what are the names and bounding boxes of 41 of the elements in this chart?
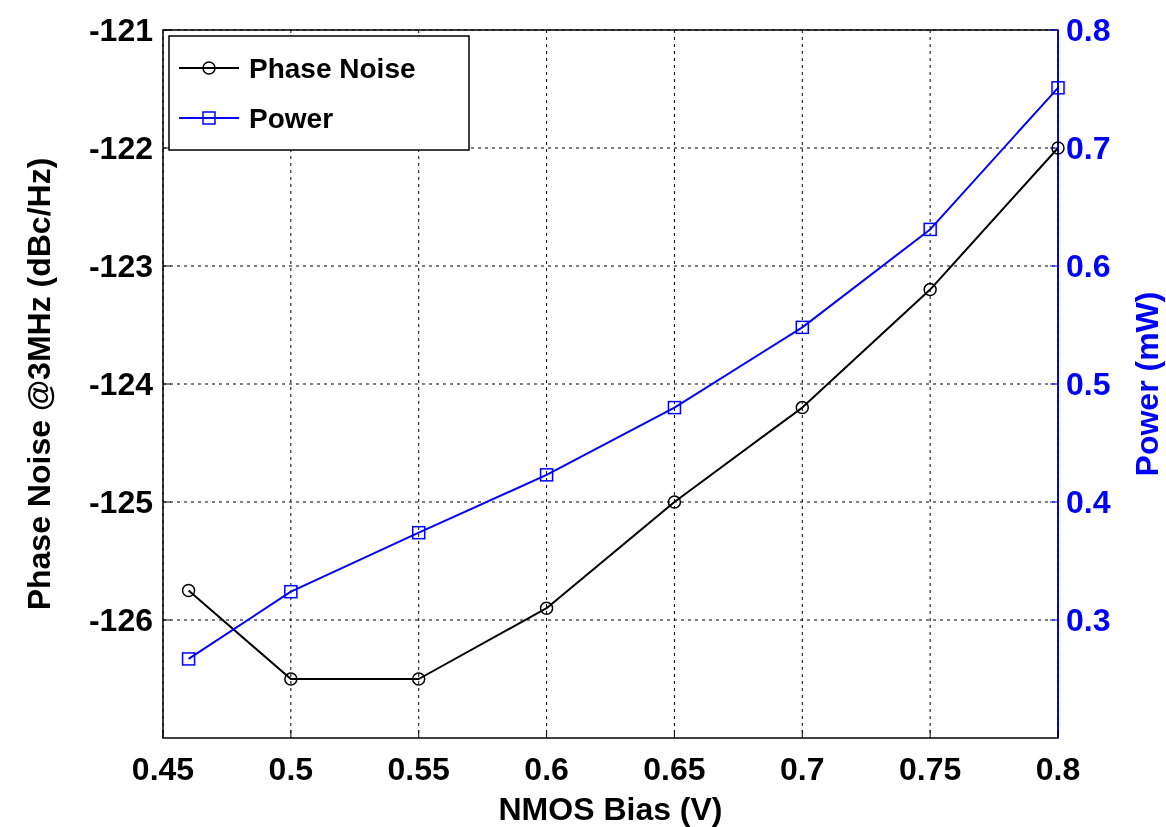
point: [181, 583, 196, 598]
point: [795, 320, 810, 335]
y2-tick-label: 0.6: [1066, 248, 1111, 284]
point: [923, 282, 937, 297]
y-tick-label: -122: [88, 130, 153, 166]
x-tick-label: 0.7: [780, 751, 825, 787]
point: [923, 222, 937, 237]
point: [284, 672, 298, 686]
y-tick-label: -124: [88, 366, 154, 402]
x-axis-title: NMOS Bias (V): [498, 791, 723, 827]
point: [795, 400, 810, 415]
y2-tick-label: 0.5: [1066, 366, 1111, 402]
x-tick-label: 0.6: [524, 751, 569, 787]
point: [181, 652, 196, 666]
legend-label: Phase Noise: [249, 53, 416, 84]
y2-tick-label: 0.3: [1066, 602, 1111, 638]
point: [539, 468, 554, 482]
point: [667, 495, 682, 509]
point: [1051, 81, 1065, 95]
point: [539, 601, 554, 615]
y-tick-label: -121: [88, 12, 153, 48]
y2-tick-label: 0.4: [1066, 484, 1111, 520]
point: [1051, 141, 1065, 155]
y2-tick-label: 0.8: [1066, 12, 1111, 48]
y-tick-label: -126: [88, 602, 153, 638]
point: [667, 400, 682, 415]
x-tick-label: 0.5: [268, 751, 314, 787]
y-tick-label: -123: [88, 248, 153, 284]
point: [411, 525, 426, 540]
x-tick-label: 0.65: [643, 751, 706, 787]
point: [284, 584, 298, 599]
y2-axis-title: Power (mW): [1129, 291, 1165, 477]
y2-tick-label: 0.7: [1066, 130, 1111, 166]
x-tick-label: 0.55: [387, 751, 450, 787]
y-tick-label: -125: [88, 484, 153, 520]
legend-label: Power: [249, 103, 334, 134]
x-tick-label: 0.45: [131, 751, 195, 787]
x-tick-label: 0.8: [1035, 751, 1081, 787]
point: [411, 672, 426, 686]
x-tick-label: 0.75: [899, 751, 962, 787]
y-axis-title: Phase Noise @3MHz (dBc/Hz): [21, 157, 57, 611]
